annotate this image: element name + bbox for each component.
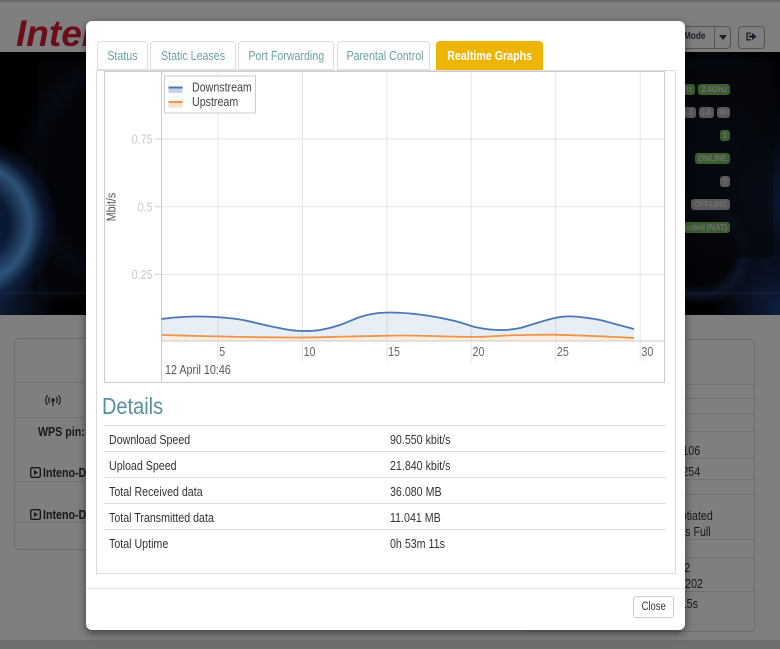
svg-text:Downstream: Downstream xyxy=(192,80,252,95)
svg-text:25: 25 xyxy=(557,344,569,359)
svg-text:Mbit/s: Mbit/s xyxy=(104,192,119,221)
svg-text:5: 5 xyxy=(219,344,225,359)
svg-text:0.5: 0.5 xyxy=(138,199,153,214)
svg-text:15: 15 xyxy=(388,344,400,359)
svg-text:20: 20 xyxy=(473,344,485,359)
svg-text:Upstream: Upstream xyxy=(192,94,238,109)
svg-text:0.25: 0.25 xyxy=(132,267,153,282)
svg-text:0.75: 0.75 xyxy=(132,132,153,147)
svg-text:12 April 10:46: 12 April 10:46 xyxy=(165,362,231,377)
svg-text:10: 10 xyxy=(304,344,316,359)
svg-text:30: 30 xyxy=(641,344,653,359)
